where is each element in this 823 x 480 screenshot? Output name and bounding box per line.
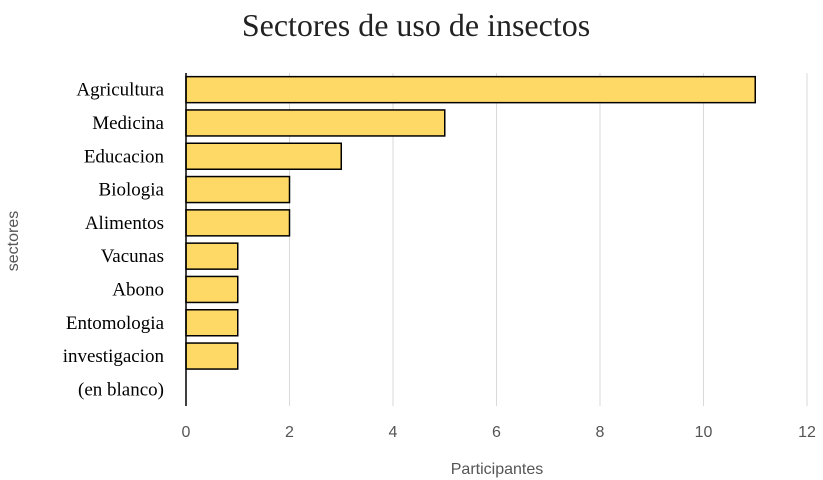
x-axis-title: Participantes <box>451 461 544 478</box>
x-tick-label: 12 <box>798 424 816 441</box>
category-label: Vacunas <box>101 246 164 267</box>
bar <box>185 209 291 237</box>
y-axis-title: sectores <box>5 211 22 271</box>
x-tick-label: 0 <box>182 424 191 441</box>
category-label: Abono <box>112 279 164 300</box>
bars <box>185 75 756 370</box>
x-tick-label: 2 <box>285 424 294 441</box>
bar <box>185 309 239 337</box>
bar <box>185 242 239 270</box>
x-tick-label: 10 <box>695 424 713 441</box>
bar <box>185 75 756 104</box>
bar <box>185 175 291 204</box>
category-label: Biologia <box>99 180 165 201</box>
category-label: Educacion <box>84 146 165 167</box>
x-tick-label: 6 <box>492 424 501 441</box>
x-tick-label: 8 <box>596 424 605 441</box>
category-label: (en blanco) <box>78 379 164 400</box>
bar <box>185 275 239 304</box>
category-label: Entomologia <box>66 313 165 334</box>
bar <box>185 142 342 170</box>
bar <box>185 109 446 137</box>
category-label: investigacion <box>63 346 165 367</box>
category-label: Agricultura <box>76 80 164 101</box>
chart-title: Sectores de uso de insectos <box>242 7 590 43</box>
x-tick-label: 4 <box>389 424 398 441</box>
x-tick-labels: 0 2 4 6 8 10 12 <box>182 424 816 441</box>
category-labels: Agricultura Medicina Educacion Biologia Alim… <box>63 80 165 401</box>
category-label: Medicina <box>92 113 164 134</box>
bar <box>185 342 239 370</box>
category-label: Alimentos <box>85 213 164 234</box>
